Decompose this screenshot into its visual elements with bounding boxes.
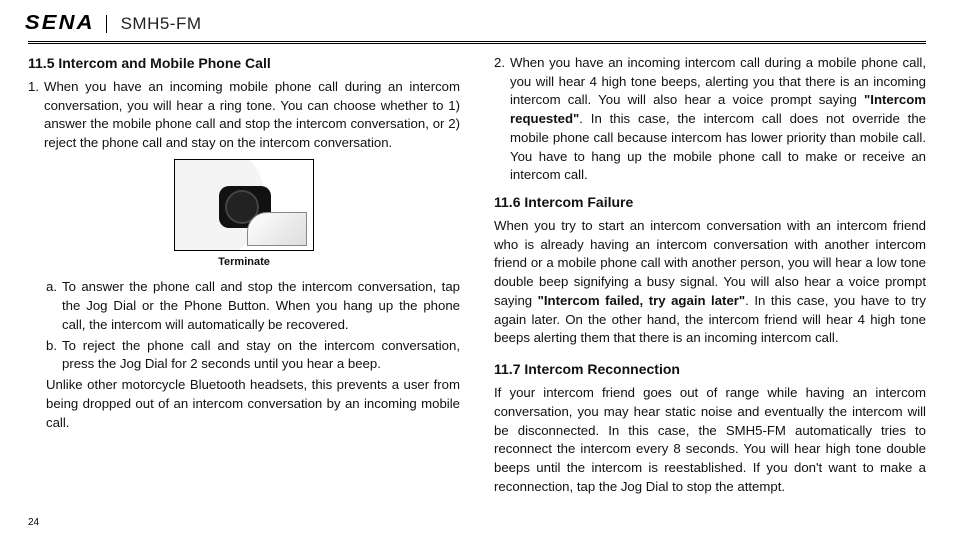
section-11-6-title: 11.6 Intercom Failure bbox=[494, 193, 926, 213]
spacer bbox=[494, 185, 926, 193]
item-text: When you have an incoming intercom call … bbox=[510, 54, 926, 185]
paragraph-11-6: When you try to start an intercom conver… bbox=[494, 217, 926, 348]
item-text: When you have an incoming mobile phone c… bbox=[44, 78, 460, 153]
item-number: 1. bbox=[28, 78, 44, 153]
rule-thick bbox=[28, 41, 926, 42]
figure-caption: Terminate bbox=[218, 255, 270, 271]
list-item-1: 1. When you have an incoming mobile phon… bbox=[28, 78, 460, 153]
list-item-2: 2. When you have an incoming intercom ca… bbox=[494, 54, 926, 185]
p11-6-bold: "Intercom failed, try again later" bbox=[538, 293, 746, 308]
sub-item-b: b. To reject the phone call and stay on … bbox=[46, 337, 460, 374]
finger-shape bbox=[247, 212, 307, 246]
figure-terminate: Terminate bbox=[28, 159, 460, 271]
two-column-layout: 11.5 Intercom and Mobile Phone Call 1. W… bbox=[28, 54, 926, 517]
paragraph-11-7: If your intercom friend goes out of rang… bbox=[494, 384, 926, 496]
item-number: 2. bbox=[494, 54, 510, 185]
page-root: SENA SMH5-FM 11.5 Intercom and Mobile Ph… bbox=[0, 0, 954, 536]
model-name: SMH5-FM bbox=[121, 14, 202, 34]
figure-image bbox=[174, 159, 314, 251]
page-header: SENA SMH5-FM bbox=[28, 12, 926, 41]
page-number: 24 bbox=[28, 517, 926, 528]
section-11-7-title: 11.7 Intercom Reconnection bbox=[494, 360, 926, 380]
sub-text: To reject the phone call and stay on the… bbox=[62, 337, 460, 374]
header-divider bbox=[106, 15, 107, 33]
sub-letter: b. bbox=[46, 337, 62, 374]
right-column: 2. When you have an incoming intercom ca… bbox=[494, 54, 926, 517]
section-11-5-title: 11.5 Intercom and Mobile Phone Call bbox=[28, 54, 460, 74]
left-column: 11.5 Intercom and Mobile Phone Call 1. W… bbox=[28, 54, 460, 517]
sub-item-a: a. To answer the phone call and stop the… bbox=[46, 278, 460, 334]
rule-thin bbox=[28, 43, 926, 44]
brand-logo: SENA bbox=[25, 12, 95, 35]
sub-letter: a. bbox=[46, 278, 62, 334]
tail-paragraph: Unlike other motorcycle Bluetooth headse… bbox=[46, 376, 460, 432]
spacer bbox=[494, 352, 926, 360]
sub-text: To answer the phone call and stop the in… bbox=[62, 278, 460, 334]
